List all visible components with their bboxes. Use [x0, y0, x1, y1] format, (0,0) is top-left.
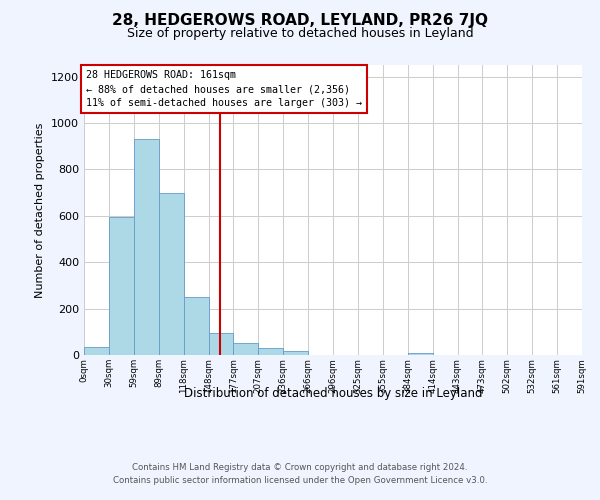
Text: 28, HEDGEROWS ROAD, LEYLAND, PR26 7JQ: 28, HEDGEROWS ROAD, LEYLAND, PR26 7JQ [112, 12, 488, 28]
Bar [233, 343, 259, 355]
Bar [283, 351, 308, 355]
Bar [159, 192, 184, 355]
Y-axis label: Number of detached properties: Number of detached properties [35, 122, 46, 298]
Text: Contains HM Land Registry data © Crown copyright and database right 2024.: Contains HM Land Registry data © Crown c… [132, 462, 468, 471]
Bar [259, 348, 283, 355]
Bar [134, 139, 159, 355]
Bar [84, 347, 109, 355]
Text: Distribution of detached houses by size in Leyland: Distribution of detached houses by size … [184, 388, 482, 400]
Text: Contains public sector information licensed under the Open Government Licence v3: Contains public sector information licen… [113, 476, 487, 485]
Bar [209, 333, 233, 355]
Bar [408, 353, 433, 355]
Bar [109, 217, 134, 355]
Text: 28 HEDGEROWS ROAD: 161sqm
← 88% of detached houses are smaller (2,356)
11% of se: 28 HEDGEROWS ROAD: 161sqm ← 88% of detac… [86, 70, 362, 108]
Bar [184, 298, 209, 355]
Text: Size of property relative to detached houses in Leyland: Size of property relative to detached ho… [127, 28, 473, 40]
